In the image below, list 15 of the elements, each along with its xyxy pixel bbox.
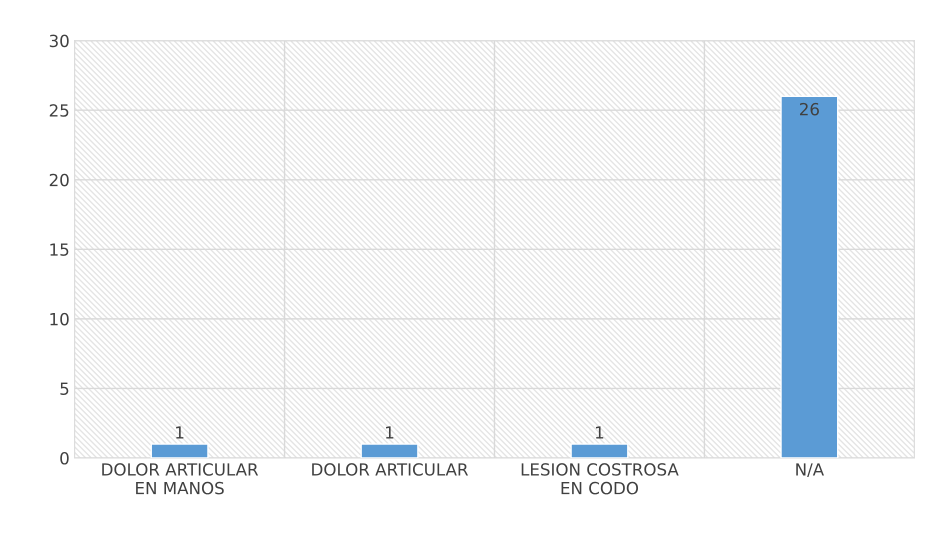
- y-tick-label: 25: [50, 104, 68, 117]
- y-tick-label: 20: [50, 174, 69, 186]
- y-tick-label: 10: [50, 312, 69, 326]
- data-label: 1: [596, 426, 604, 439]
- data-label: 1: [176, 426, 184, 439]
- x-tick-label: N/A: [796, 463, 824, 478]
- x-tick-label: DOLOR ARTICULAR EN MANOS: [102, 463, 258, 494]
- y-tick-label: 0: [60, 452, 69, 465]
- data-label: 1: [386, 426, 394, 439]
- y-tick-label: 30: [50, 34, 69, 48]
- data-label: 26: [800, 102, 819, 116]
- y-tick-label: 15: [50, 244, 68, 256]
- x-tick-label: DOLOR ARTICULAR: [312, 463, 468, 476]
- y-tick-label: 5: [60, 382, 68, 395]
- x-tick-label: LESION COSTROSA EN CODO: [522, 463, 679, 494]
